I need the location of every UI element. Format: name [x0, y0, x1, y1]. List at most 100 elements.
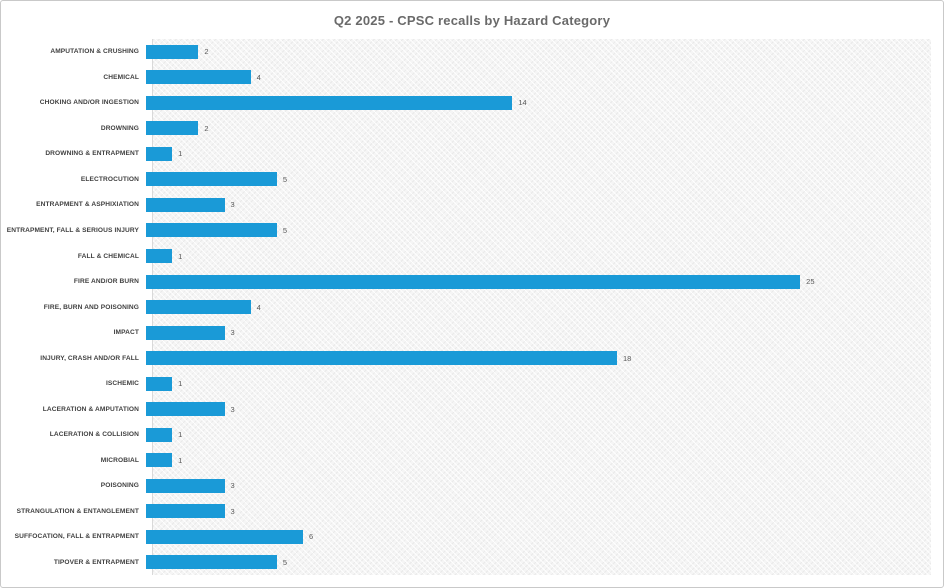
chart-row: FALL & CHEMICAL 1: [1, 243, 931, 269]
bar-track: 2: [146, 121, 931, 136]
value-label: 4: [256, 302, 261, 312]
category-label: DROWNING: [100, 124, 139, 132]
plot-area: [152, 39, 931, 575]
chart-row: ISCHEMIC 1: [1, 371, 931, 397]
bar: [146, 121, 199, 136]
bar: [146, 44, 199, 59]
bar-track: 3: [146, 325, 931, 340]
bar: [146, 453, 173, 468]
chart-row: DROWNING & ENTRAPMENT 1: [1, 141, 931, 167]
bar-track: 1: [146, 427, 931, 442]
value-label: 6: [309, 532, 314, 542]
category-label: FALL & CHEMICAL: [77, 252, 139, 260]
category-label: ENTRAPMENT & ASPHIXIATION: [36, 201, 139, 209]
chart-row: MICROBIAL 1: [1, 448, 931, 474]
chart-row: FIRE, BURN AND POISONING 4: [1, 294, 931, 320]
category-label: CHOKING AND/OR INGESTION: [39, 99, 139, 107]
bar: [146, 146, 173, 161]
category-label: POISONING: [100, 482, 139, 490]
chart-row: INJURY, CRASH AND/OR FALL 18: [1, 345, 931, 371]
value-label: 2: [204, 47, 209, 57]
bar: [146, 555, 277, 570]
bar: [146, 172, 277, 187]
chart-row: LACERATION & AMPUTATION 3: [1, 396, 931, 422]
bar: [146, 427, 173, 442]
value-label: 1: [178, 251, 183, 261]
value-label: 25: [806, 277, 815, 287]
bar: [146, 478, 225, 493]
value-label: 1: [178, 149, 183, 159]
chart-row: DROWNING 2: [1, 116, 931, 142]
bar-track: 1: [146, 146, 931, 161]
value-label: 3: [230, 328, 235, 338]
bar-track: 5: [146, 555, 931, 570]
bar: [146, 504, 225, 519]
value-label: 3: [230, 481, 235, 491]
bar-track: 1: [146, 453, 931, 468]
title-bar: Q2 2025 - CPSC recalls by Hazard Categor…: [1, 1, 943, 39]
value-label: 18: [623, 353, 632, 363]
bar: [146, 402, 225, 417]
chart-row: ENTRAPMENT, FALL & SERIOUS INJURY 5: [1, 218, 931, 244]
value-label: 5: [282, 174, 287, 184]
bar-track: 5: [146, 223, 931, 238]
category-label: SUFFOCATION, FALL & ENTRAPMENT: [14, 533, 139, 541]
category-label: ISCHEMIC: [105, 380, 139, 388]
bar: [146, 95, 513, 110]
category-label: LACERATION & COLLISION: [49, 431, 139, 439]
bar-track: 3: [146, 402, 931, 417]
value-label: 14: [518, 98, 527, 108]
chart-row: ELECTROCUTION 5: [1, 167, 931, 193]
chart-row: TIPOVER & ENTRAPMENT 5: [1, 550, 931, 576]
bar-track: 1: [146, 249, 931, 264]
bar: [146, 274, 801, 289]
bar-track: 25: [146, 274, 931, 289]
bar-track: 3: [146, 197, 931, 212]
category-label: TIPOVER & ENTRAPMENT: [53, 558, 139, 566]
bar: [146, 70, 251, 85]
bar-track: 3: [146, 504, 931, 519]
bar: [146, 351, 617, 366]
bar-track: 5: [146, 172, 931, 187]
bar: [146, 300, 251, 315]
value-label: 1: [178, 430, 183, 440]
value-label: 2: [204, 123, 209, 133]
category-label: STRANGULATION & ENTANGLEMENT: [16, 507, 139, 515]
value-label: 5: [282, 225, 287, 235]
bar-track: 18: [146, 351, 931, 366]
bar: [146, 376, 173, 391]
chart-row: STRANGULATION & ENTANGLEMENT 3: [1, 499, 931, 525]
bar-track: 6: [146, 529, 931, 544]
chart-title: Q2 2025 - CPSC recalls by Hazard Categor…: [333, 12, 611, 28]
bar: [146, 325, 225, 340]
chart-row: FIRE AND/OR BURN 25: [1, 269, 931, 295]
bar-track: 3: [146, 478, 931, 493]
bar-track: 4: [146, 300, 931, 315]
bar-track: 1: [146, 376, 931, 391]
category-label: FIRE, BURN AND POISONING: [43, 303, 139, 311]
category-label: FIRE AND/OR BURN: [73, 278, 139, 286]
value-label: 1: [178, 455, 183, 465]
category-label: LACERATION & AMPUTATION: [42, 405, 139, 413]
bar-track: 14: [146, 95, 931, 110]
value-label: 1: [178, 379, 183, 389]
category-label: ELECTROCUTION: [80, 175, 139, 183]
bar-track: 2: [146, 44, 931, 59]
chart-row: CHOKING AND/OR INGESTION 14: [1, 90, 931, 116]
bar: [146, 249, 173, 264]
bar: [146, 223, 277, 238]
category-label: DROWNING & ENTRAPMENT: [45, 150, 139, 158]
chart-row: SUFFOCATION, FALL & ENTRAPMENT 6: [1, 524, 931, 550]
chart-row: IMPACT 3: [1, 320, 931, 346]
category-label: IMPACT: [113, 329, 139, 337]
chart-row: AMPUTATION & CRUSHING 2: [1, 39, 931, 65]
category-label: AMPUTATION & CRUSHING: [50, 48, 139, 56]
value-label: 3: [230, 506, 235, 516]
category-label: ENTRAPMENT, FALL & SERIOUS INJURY: [6, 226, 139, 234]
category-label: INJURY, CRASH AND/OR FALL: [40, 354, 139, 362]
chart-row: ENTRAPMENT & ASPHIXIATION 3: [1, 192, 931, 218]
value-label: 4: [256, 72, 261, 82]
value-label: 5: [282, 557, 287, 567]
bar-track: 4: [146, 70, 931, 85]
